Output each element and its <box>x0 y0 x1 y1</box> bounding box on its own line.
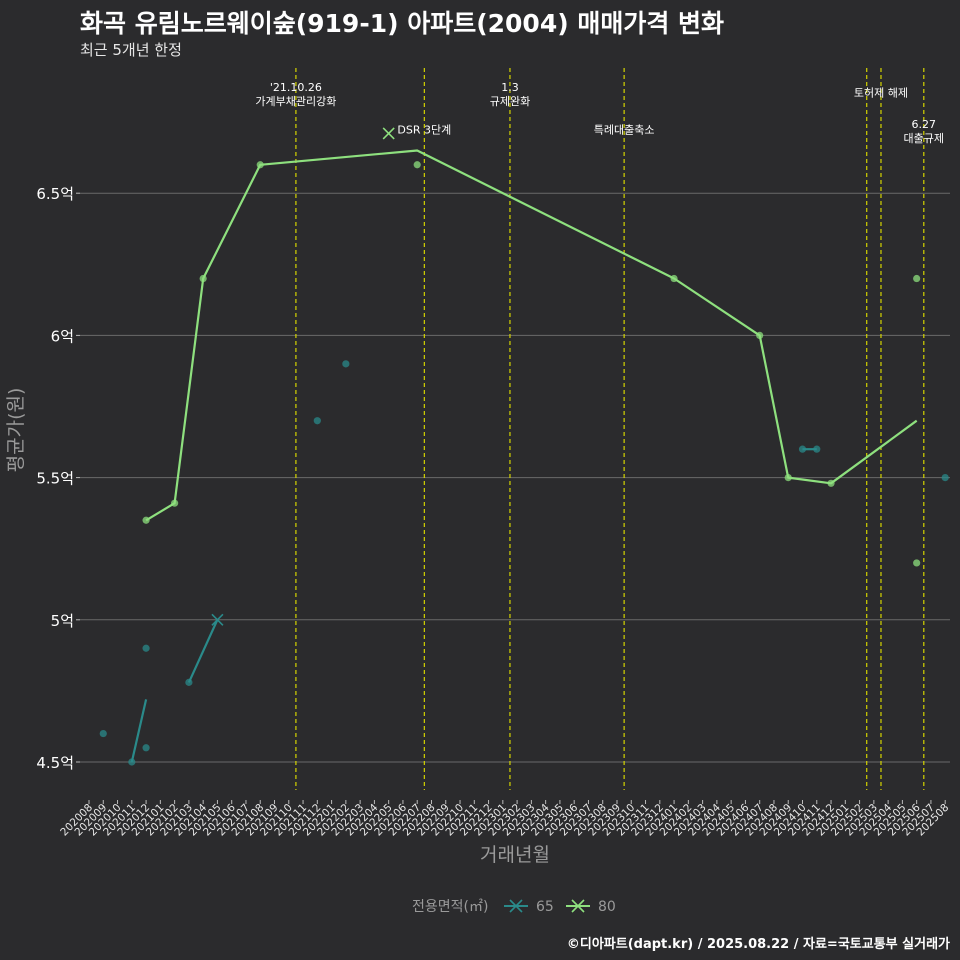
series-65-point <box>941 474 949 482</box>
event-label-line: 특례대출축소 <box>594 123 655 136</box>
event-label: '21.10.26 가계부채관리강화 <box>255 81 336 108</box>
x-axis-title: 거래년월 <box>480 844 550 866</box>
event-label-line: '21.10.26 <box>270 81 322 94</box>
event-label: DSR 3단계 <box>397 123 451 136</box>
series-80-point <box>171 499 179 507</box>
event-label: 토허제 해제 <box>854 86 908 100</box>
legend-title: 전용면적(㎡) <box>412 899 488 915</box>
y-tick-label: 5억 <box>51 612 74 630</box>
series-80-point <box>913 274 921 283</box>
legend-key-cross <box>509 899 523 913</box>
series-80-point <box>913 559 921 567</box>
series-65-point <box>313 417 321 425</box>
y-tick-label: 6.5억 <box>36 185 74 203</box>
event-label-line: 토허제 해제 <box>854 86 908 100</box>
legend-label: 80 <box>598 899 616 915</box>
series-80-point <box>784 474 792 482</box>
series-65-point <box>142 644 150 652</box>
series-80-point <box>670 274 678 283</box>
event-label: 6.27 대출규제 <box>904 118 944 145</box>
series-65-line <box>187 619 219 683</box>
series-80-line <box>145 149 918 522</box>
series-65-line <box>130 699 148 763</box>
event-label-line: 1.3 <box>501 81 519 94</box>
series-65-point <box>342 360 350 368</box>
series-80-cross <box>382 127 395 140</box>
series-80-point <box>756 331 764 339</box>
y-tick-label: 4.5억 <box>36 754 74 772</box>
event-label: 1.3 규제완화 <box>490 81 530 108</box>
series-65-point <box>142 744 150 752</box>
axis-layer: 4.5억5억5.5억6억6.5억202008202009202010202011… <box>5 185 951 866</box>
legend: 전용면적(㎡) 65 80 <box>412 899 616 915</box>
y-tick-label: 6억 <box>51 327 74 345</box>
series-layer <box>99 127 949 766</box>
series-65-point <box>99 729 107 738</box>
event-label: 특례대출축소 <box>594 123 655 136</box>
legend-label: 65 <box>536 899 554 915</box>
chart-title: 화곡 유림노르웨이숲(919-1) 아파트(2004) 매매가격 변화 <box>80 9 725 38</box>
source-caption: ©디아파트(dapt.kr) / 2025.08.22 / 자료=국토교통부 실… <box>566 937 950 952</box>
series-80-point <box>827 479 835 487</box>
y-axis-title: 평균가(원) <box>5 388 27 473</box>
series-65-point <box>813 445 821 453</box>
chart-subtitle: 최근 5개년 한정 <box>80 41 182 59</box>
series-65-cross <box>211 613 224 626</box>
event-label-line: 대출규제 <box>904 132 944 145</box>
legend-key-cross <box>571 899 585 913</box>
series-65-point <box>128 758 136 766</box>
y-tick-label: 5.5억 <box>36 470 74 488</box>
event-label-line: 6.27 <box>912 118 937 131</box>
series-80-point <box>256 161 264 169</box>
grid-layer <box>80 192 950 763</box>
series-80-point <box>199 274 207 283</box>
event-label-line: DSR 3단계 <box>397 123 451 136</box>
event-label-line: 가계부채관리강화 <box>255 95 336 108</box>
series-65-point <box>798 445 807 453</box>
event-label-line: 규제완화 <box>490 95 530 108</box>
series-80-point <box>142 516 150 524</box>
series-65-point <box>185 678 193 686</box>
series-80-point <box>413 161 421 169</box>
